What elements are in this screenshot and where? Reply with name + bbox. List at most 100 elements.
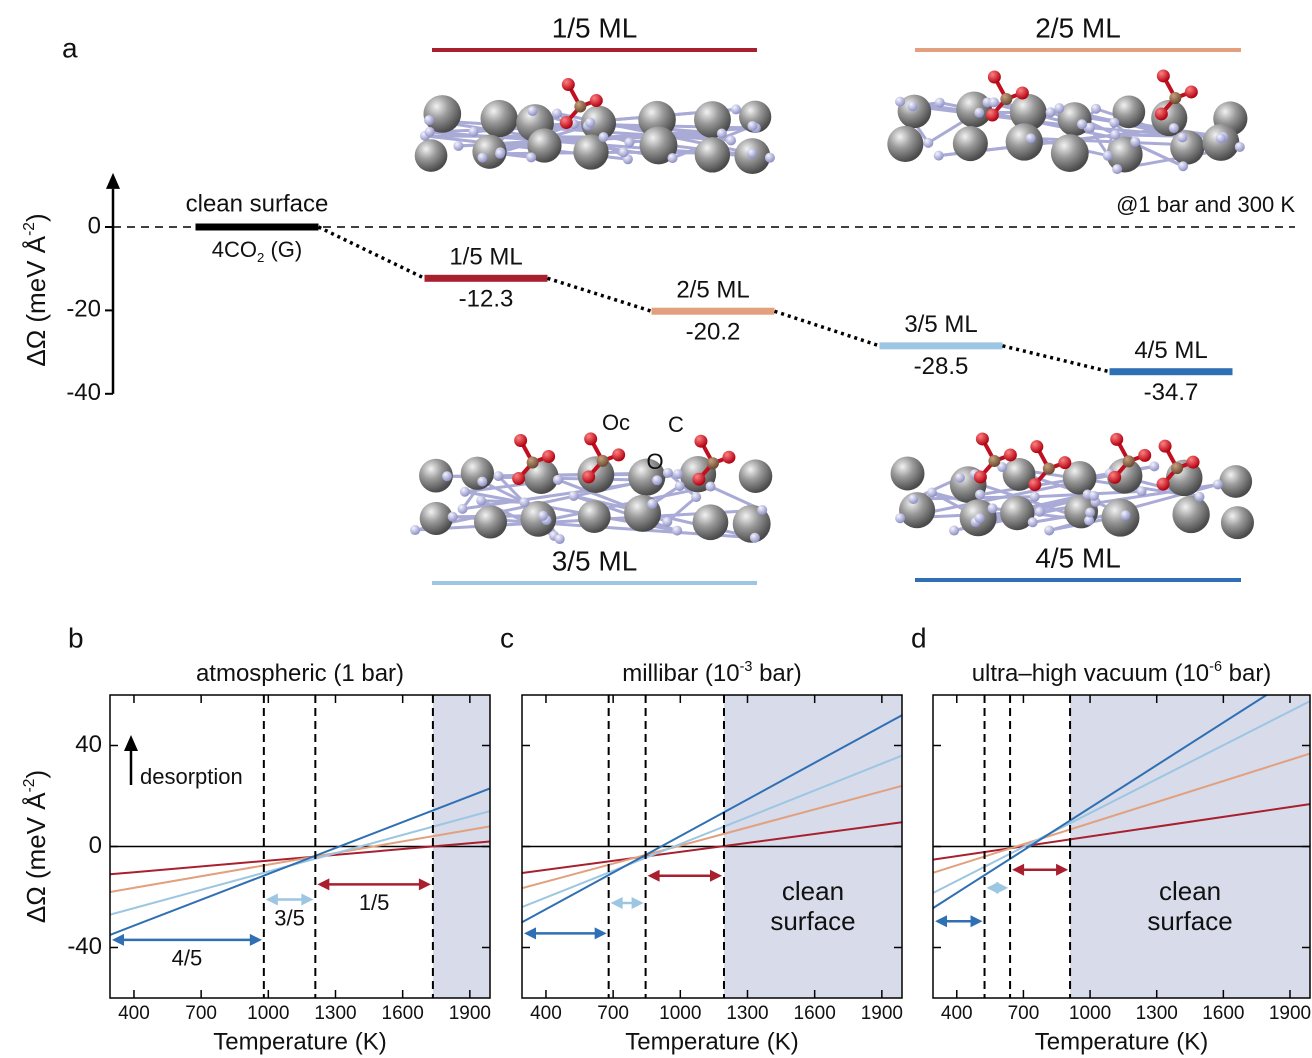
small-atom (672, 526, 682, 536)
x-tick-label: 700 (185, 1003, 217, 1024)
small-atom (934, 151, 944, 161)
x-tick-label: 1900 (861, 1003, 903, 1024)
x-tick-label: 400 (530, 1003, 562, 1024)
small-atom (528, 106, 538, 116)
oxygen-atom (1138, 449, 1151, 462)
structure-image (415, 78, 775, 174)
small-atom (1169, 123, 1179, 133)
metal-atom (887, 126, 923, 162)
x-tick-label: 1600 (382, 1003, 424, 1024)
level-name: 4/5 ML (1134, 337, 1207, 364)
arrow-head (317, 878, 329, 890)
small-atom (442, 471, 452, 481)
oxygen-atom (1058, 456, 1071, 469)
oxygen-atom (722, 451, 735, 464)
small-atom (1149, 461, 1159, 471)
small-atom (425, 127, 435, 137)
small-atom (624, 137, 634, 147)
small-atom (1035, 507, 1045, 517)
supscript: -2 (21, 779, 38, 793)
metal-atom (1221, 506, 1254, 539)
oxygen-atom (1028, 478, 1041, 491)
figure: aΔΩ (meV Å-2)0-20-40@1 bar and 300 Kclea… (0, 0, 1312, 1058)
supscript: -2 (21, 222, 38, 236)
atom-label: O (646, 449, 663, 474)
oxygen-atom (612, 448, 625, 461)
oxygen-atom (694, 435, 707, 448)
oxygen-atom (562, 78, 575, 91)
small-atom (1091, 104, 1101, 114)
small-atom (493, 471, 503, 481)
x-tick-label: 1000 (247, 1003, 289, 1024)
text-part: bar) (752, 660, 801, 687)
level-bar (1110, 368, 1233, 375)
oxygen-atom (1159, 440, 1172, 453)
small-atom (1178, 161, 1188, 171)
small-atom (538, 511, 548, 521)
small-atom (935, 98, 945, 108)
level-value: -28.5 (914, 353, 969, 380)
oxygen-atom (1155, 107, 1168, 120)
y-tick-label: 0 (88, 212, 101, 239)
x-tick-label: 1300 (314, 1003, 356, 1024)
metal-atom (1101, 499, 1139, 537)
small-atom (673, 469, 683, 479)
small-atom (706, 482, 716, 492)
subscript: 2 (257, 250, 264, 265)
x-tick-label: 1600 (794, 1003, 836, 1024)
small-atom (1112, 164, 1122, 174)
y-axis-label: ΔΩ (meV Å-2) (21, 770, 51, 923)
text-part: ) (21, 770, 51, 779)
level-value: -20.2 (686, 319, 741, 346)
oxygen-atom (514, 434, 527, 447)
arrow-head (935, 915, 947, 927)
carbon-atom (1000, 93, 1012, 105)
y-tick-label: 40 (75, 731, 102, 758)
oxygen-atom (512, 472, 525, 485)
small-atom (975, 490, 985, 500)
small-atom (469, 127, 479, 137)
text-part: ultra–high vacuum (10 (972, 660, 1209, 687)
small-atom (675, 481, 685, 491)
x-tick-label: 1900 (1269, 1003, 1311, 1024)
metal-atom (1172, 496, 1209, 533)
small-atom (585, 118, 595, 128)
arrow-head (266, 894, 278, 906)
x-tick-label: 1000 (659, 1003, 701, 1024)
x-tick-label: 700 (1008, 1003, 1040, 1024)
small-atom (1085, 508, 1095, 518)
panel-label: c (500, 622, 514, 653)
small-atom (1044, 525, 1054, 535)
annotation: @1 bar and 300 K (1116, 192, 1295, 217)
small-atom (619, 147, 629, 157)
small-atom (975, 513, 985, 523)
small-atom (1177, 133, 1187, 143)
small-atom (453, 141, 463, 151)
small-atom (555, 534, 565, 544)
level-bar (196, 224, 319, 231)
oxygen-atom (1185, 85, 1198, 98)
range-label: 3/5 (274, 905, 305, 930)
text-part: atmospheric (1 bar) (196, 660, 404, 687)
arrow-head (611, 897, 623, 909)
oxygen-atom (692, 473, 705, 486)
text-part: ΔΩ (meV Å (21, 792, 51, 923)
carbon-atom (574, 101, 586, 113)
oxygen-atom (1016, 86, 1029, 99)
oxygen-atom (560, 116, 573, 129)
metal-atom (693, 504, 729, 540)
x-axis-label: Temperature (K) (213, 1028, 386, 1055)
small-atom (526, 152, 536, 162)
oxygen-atom (1157, 478, 1170, 491)
panel-label: d (911, 622, 927, 653)
carbon-atom (1171, 462, 1183, 474)
y-tick-label: -40 (66, 379, 101, 406)
arrow-head (996, 882, 1008, 894)
oxygen-atom (986, 108, 999, 121)
text-part: millibar (10 (622, 660, 739, 687)
supscript: -3 (740, 659, 753, 675)
x-axis-label: Temperature (K) (1035, 1028, 1208, 1055)
arrow-head (648, 870, 660, 882)
arrow-head (250, 934, 262, 946)
small-atom (1194, 492, 1204, 502)
